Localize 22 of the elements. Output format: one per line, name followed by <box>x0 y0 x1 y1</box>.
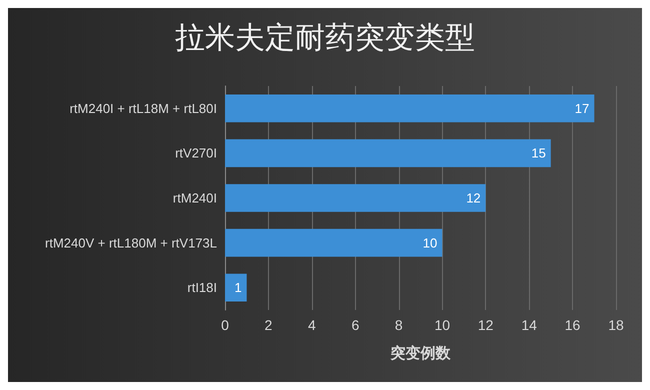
x-tick-label: 18 <box>608 317 624 333</box>
x-tick-label: 8 <box>394 317 403 333</box>
x-tick-label: 16 <box>564 317 581 333</box>
x-tick-label: 2 <box>264 317 273 333</box>
y-tick-label: rtM240V + rtL180M + rtV173L <box>45 235 217 250</box>
x-tick-label: 6 <box>351 317 360 333</box>
x-tick-label: 4 <box>308 317 316 333</box>
data-label: 1 <box>234 280 242 296</box>
data-label: 17 <box>574 100 590 116</box>
y-tick-label: rtM240I <box>172 190 217 206</box>
data-label: 15 <box>531 146 546 161</box>
chart-title: 拉米夫定耐药突变类型 <box>175 22 475 54</box>
x-tick-label: 10 <box>434 317 450 333</box>
y-tick-label: rtI18I <box>187 280 217 296</box>
y-tick-label: rtM240I + rtL18M + rtL80I <box>70 100 217 116</box>
x-axis-title: 突变例数 <box>390 344 452 362</box>
x-tick-label: 0 <box>221 317 230 333</box>
data-label: 10 <box>422 235 438 250</box>
data-label: 12 <box>466 190 481 206</box>
y-tick-label: rtV270I <box>175 146 217 161</box>
x-tick-label: 14 <box>521 317 538 333</box>
x-tick-label: 12 <box>478 317 494 333</box>
